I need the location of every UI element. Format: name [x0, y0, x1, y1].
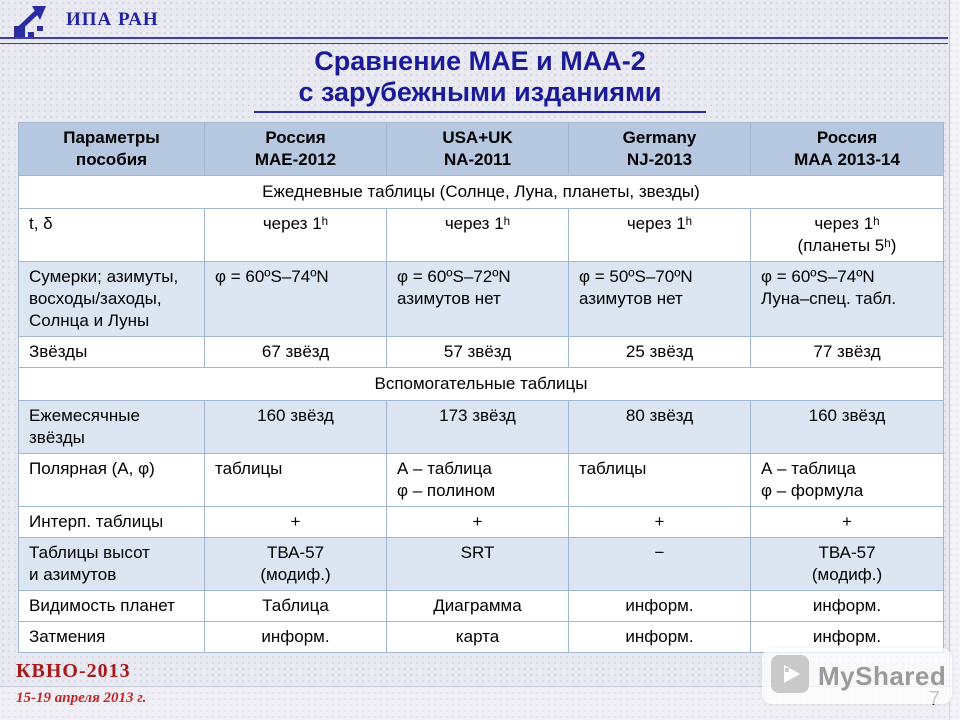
- table-cell: карта: [386, 621, 569, 653]
- table-cell: А – таблица φ – формула: [750, 453, 944, 507]
- table-cell: 77 звёзд: [750, 336, 944, 368]
- table-cell: ТВА-57 (модиф.): [750, 537, 944, 591]
- table-cell: +: [750, 506, 944, 538]
- myshared-watermark: MyShared: [762, 648, 952, 704]
- row-label: Звёзды: [18, 336, 205, 368]
- row-label: t, δ: [18, 208, 205, 262]
- row-label: Видимость планет: [18, 590, 205, 622]
- table-cell: φ = 50ºS–70ºN азимутов нет: [568, 261, 751, 337]
- table-cell: информ.: [750, 621, 944, 653]
- section-row-auxiliary-tables: Вспомогательные таблицы: [18, 367, 944, 401]
- title-line-2: с зарубежными изданиями: [298, 77, 662, 107]
- table-row: Звёзды 67 звёзд 57 звёзд 25 звёзд 77 звё…: [18, 336, 944, 368]
- table-cell: −: [568, 537, 751, 591]
- table-header-row: Параметры пособия Россия МАЕ-2012 USA+UK…: [18, 122, 944, 176]
- table-row: Ежемесячные звёзды 160 звёзд 173 звёзд 8…: [18, 400, 944, 454]
- row-label: Интерп. таблицы: [18, 506, 205, 538]
- table-row: Затмения информ. карта информ. информ.: [18, 621, 944, 653]
- row-label: Таблицы высот и азимутов: [18, 537, 205, 591]
- row-label: Затмения: [18, 621, 205, 653]
- row-label: Полярная (А, φ): [18, 453, 205, 507]
- column-header-usa-uk: USA+UK NA-2011: [386, 122, 569, 176]
- table-cell: информ.: [568, 621, 751, 653]
- slide-title: Сравнение МАЕ и МАА-2 с зарубежными изда…: [0, 46, 960, 113]
- table-cell: через 1ʰ: [568, 208, 751, 262]
- table-cell: таблицы: [568, 453, 751, 507]
- header-double-rule: [0, 37, 948, 44]
- table-row: Видимость планет Таблица Диаграмма инфор…: [18, 590, 944, 622]
- table-cell: +: [386, 506, 569, 538]
- table-cell: 160 звёзд: [204, 400, 387, 454]
- right-edge-strip: [949, 0, 960, 720]
- table-cell: 160 звёзд: [750, 400, 944, 454]
- table-cell: А – таблица φ – полином: [386, 453, 569, 507]
- table-cell: φ = 60ºS–74ºN Луна–спец. табл.: [750, 261, 944, 337]
- column-header-parameters: Параметры пособия: [18, 122, 205, 176]
- watermark-label: MyShared: [818, 660, 947, 691]
- table-cell: через 1ʰ: [204, 208, 387, 262]
- column-header-russia-maa: Россия МАА 2013-14: [750, 122, 944, 176]
- title-underline: [254, 111, 706, 113]
- table-cell: через 1ʰ: [386, 208, 569, 262]
- section-row-daily-tables: Ежедневные таблицы (Солнце, Луна, планет…: [18, 175, 944, 209]
- table-cell: SRT: [386, 537, 569, 591]
- myshared-play-icon: [770, 654, 810, 699]
- table-cell: ТВА-57 (модиф.): [204, 537, 387, 591]
- column-header-russia-mae: Россия МАЕ-2012: [204, 122, 387, 176]
- table-cell: таблицы: [204, 453, 387, 507]
- table-row: Таблицы высот и азимутов ТВА-57 (модиф.)…: [18, 537, 944, 591]
- table-cell: 67 звёзд: [204, 336, 387, 368]
- table-cell: Диаграмма: [386, 590, 569, 622]
- ipa-ran-logo: [10, 2, 58, 42]
- table-row: Интерп. таблицы + + + +: [18, 506, 944, 538]
- table-cell: через 1ʰ (планеты 5ʰ): [750, 208, 944, 262]
- table-row: Полярная (А, φ) таблицы А – таблица φ – …: [18, 453, 944, 507]
- section-title: Ежедневные таблицы (Солнце, Луна, планет…: [18, 175, 944, 209]
- conference-date: 15-19 апреля 2013 г.: [16, 690, 147, 706]
- table-cell: +: [204, 506, 387, 538]
- table-cell: 80 звёзд: [568, 400, 751, 454]
- table-cell: 173 звёзд: [386, 400, 569, 454]
- table-cell: +: [568, 506, 751, 538]
- column-header-germany: Germany NJ-2013: [568, 122, 751, 176]
- title-line-1: Сравнение МАЕ и МАА-2: [314, 46, 646, 76]
- org-name: ИПА РАН: [66, 9, 159, 30]
- table-cell: 57 звёзд: [386, 336, 569, 368]
- table-cell: информ.: [568, 590, 751, 622]
- comparison-table: Параметры пособия Россия МАЕ-2012 USA+UK…: [18, 122, 944, 653]
- table-cell: информ.: [204, 621, 387, 653]
- row-label: Ежемесячные звёзды: [18, 400, 205, 454]
- conference-name: КВНО-2013: [16, 660, 131, 682]
- table-cell: Таблица: [204, 590, 387, 622]
- table-cell: φ = 60ºS–72ºN азимутов нет: [386, 261, 569, 337]
- row-label: Сумерки; азимуты, восходы/заходы, Солнца…: [18, 261, 205, 337]
- table-cell: 25 звёзд: [568, 336, 751, 368]
- table-row: Сумерки; азимуты, восходы/заходы, Солнца…: [18, 261, 944, 337]
- table-cell: информ.: [750, 590, 944, 622]
- section-title: Вспомогательные таблицы: [18, 367, 944, 401]
- table-row: t, δ через 1ʰ через 1ʰ через 1ʰ через 1ʰ…: [18, 208, 944, 262]
- table-cell: φ = 60ºS–74ºN: [204, 261, 387, 337]
